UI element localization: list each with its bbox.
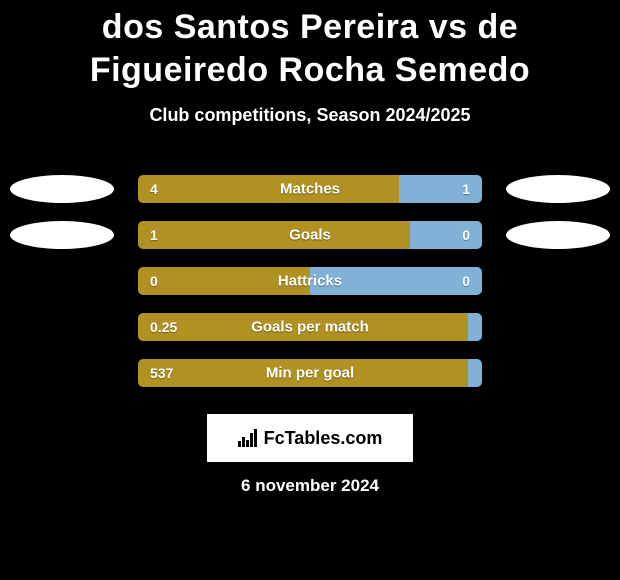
metric-bar: 537Min per goal xyxy=(138,359,482,387)
metric-left-value: 0.25 xyxy=(150,319,177,335)
metric-left-segment: 1 xyxy=(138,221,410,249)
metric-row: 0.25Goals per match xyxy=(0,304,620,350)
player-right-ellipse xyxy=(506,175,610,203)
metric-bar: 41Matches xyxy=(138,175,482,203)
metric-right-value: 0 xyxy=(462,273,470,289)
metric-left-value: 537 xyxy=(150,365,173,381)
metric-row: 00Hattricks xyxy=(0,258,620,304)
metric-row: 41Matches xyxy=(0,166,620,212)
metric-left-value: 0 xyxy=(150,273,158,289)
page-title: dos Santos Pereira vs de Figueiredo Roch… xyxy=(0,0,620,91)
player-left-ellipse xyxy=(10,221,114,249)
metric-right-segment: 0 xyxy=(410,221,482,249)
metric-left-segment: 0 xyxy=(138,267,310,295)
metric-left-segment: 537 xyxy=(138,359,468,387)
metric-right-value: 0 xyxy=(462,227,470,243)
metric-left-segment: 4 xyxy=(138,175,399,203)
metric-left-value: 4 xyxy=(150,181,158,197)
metric-row: 10Goals xyxy=(0,212,620,258)
metric-right-segment: 1 xyxy=(399,175,482,203)
logo-text: FcTables.com xyxy=(264,428,383,449)
metric-right-value: 1 xyxy=(462,181,470,197)
metric-left-segment: 0.25 xyxy=(138,313,468,341)
player-right-ellipse xyxy=(506,221,610,249)
metric-bar: 0.25Goals per match xyxy=(138,313,482,341)
metric-right-segment xyxy=(468,313,482,341)
metric-bar: 10Goals xyxy=(138,221,482,249)
bar-chart-icon xyxy=(238,429,258,447)
metric-right-segment xyxy=(468,359,482,387)
metric-row: 537Min per goal xyxy=(0,350,620,396)
comparison-rows: 41Matches10Goals00Hattricks0.25Goals per… xyxy=(0,166,620,396)
date-text: 6 november 2024 xyxy=(0,476,620,496)
metric-right-segment: 0 xyxy=(310,267,482,295)
fctables-logo: FcTables.com xyxy=(207,414,413,462)
metric-bar: 00Hattricks xyxy=(138,267,482,295)
player-left-ellipse xyxy=(10,175,114,203)
metric-left-value: 1 xyxy=(150,227,158,243)
subtitle: Club competitions, Season 2024/2025 xyxy=(0,105,620,126)
